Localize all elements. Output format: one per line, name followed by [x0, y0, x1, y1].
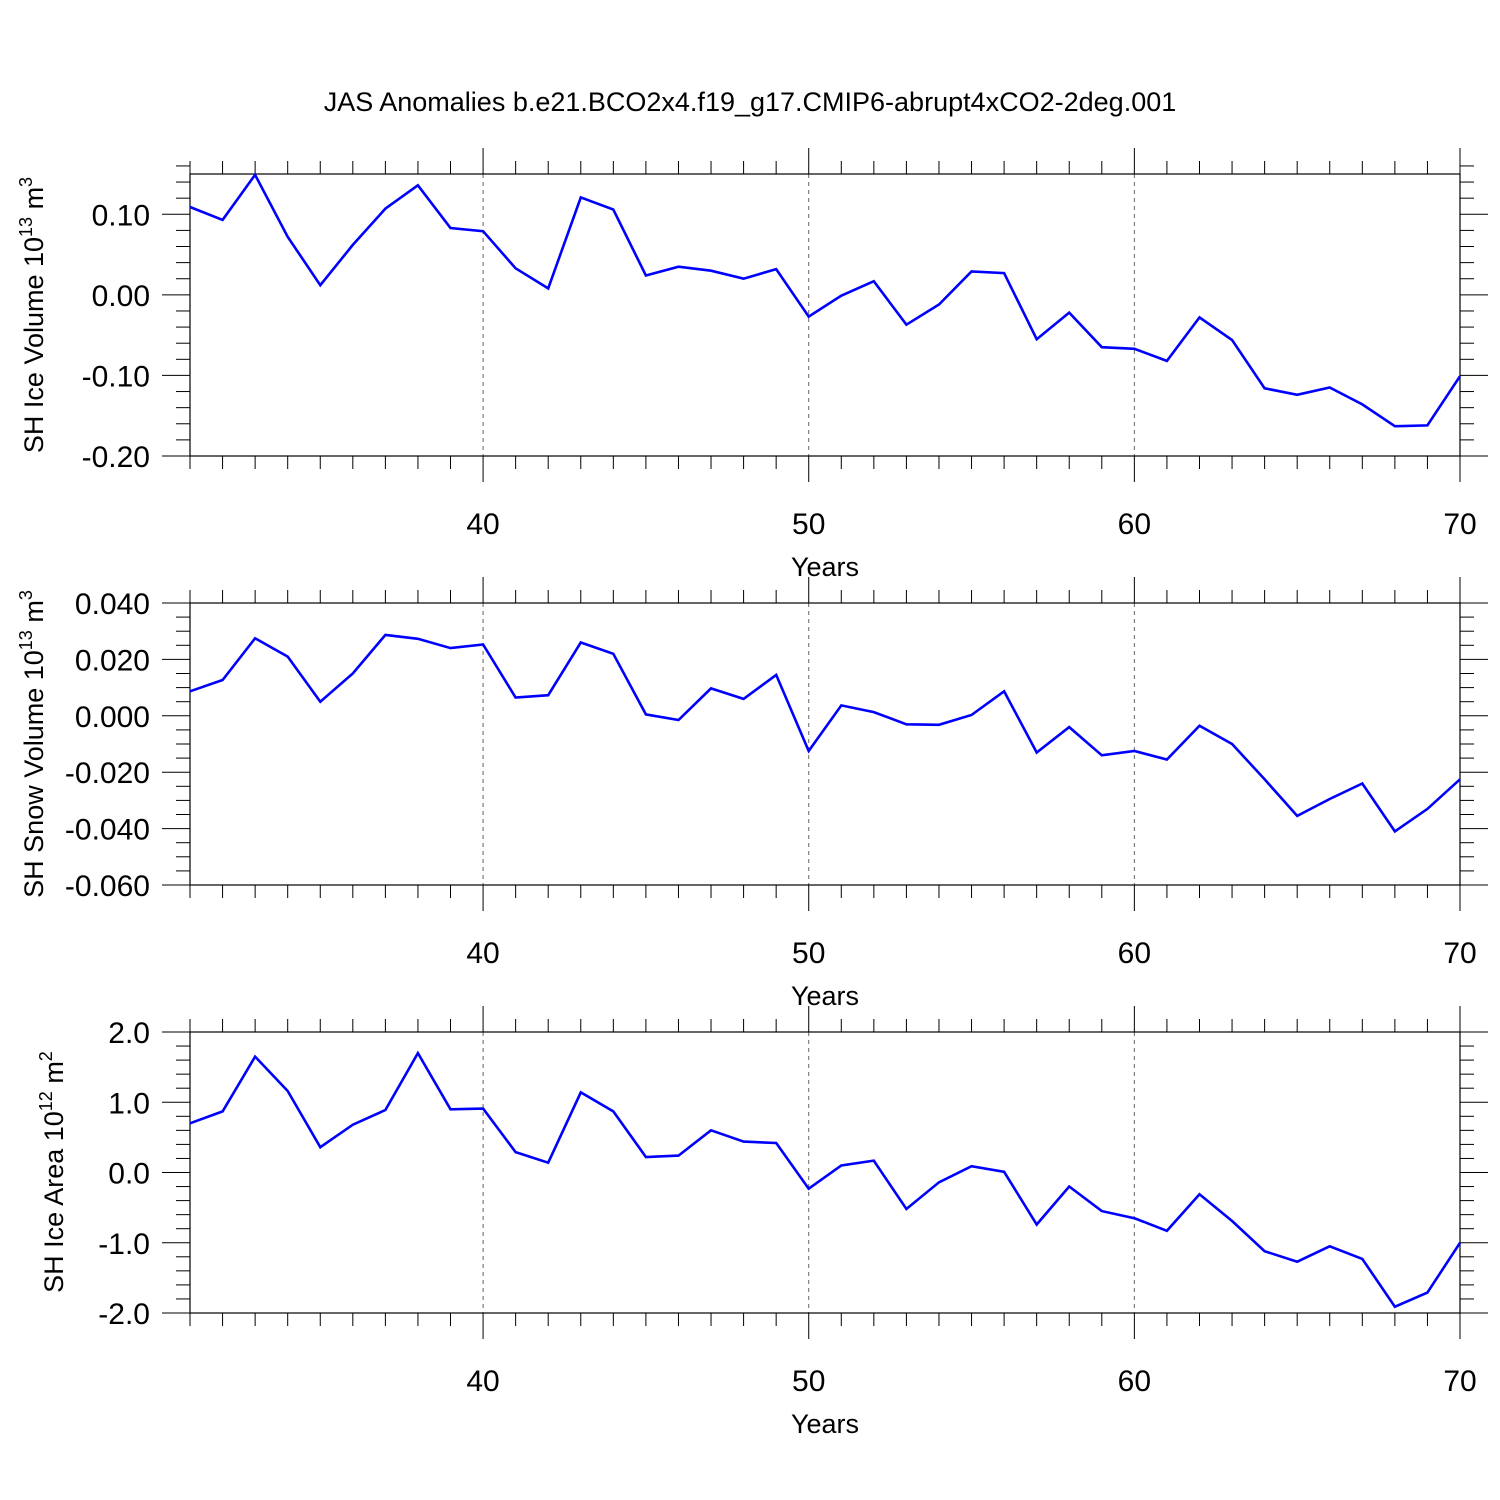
x-tick-label: 40: [466, 1365, 499, 1398]
y-tick-label: 0.10: [92, 199, 150, 232]
y-axis-label-superscript: 2: [36, 1051, 56, 1061]
y-tick-label: 2.0: [108, 1017, 150, 1050]
x-tick-label: 50: [792, 1365, 825, 1398]
plot-frame: [189, 1031, 1461, 1314]
y-tick-label: -2.0: [98, 1298, 150, 1331]
x-tick-label: 60: [1118, 508, 1151, 541]
y-axis-label-superscript: 3: [16, 590, 36, 600]
x-tick-label: 40: [466, 508, 499, 541]
x-tick-label: 60: [1118, 937, 1151, 970]
x-tick-label: 70: [1443, 937, 1476, 970]
x-tick-label: 40: [466, 937, 499, 970]
y-axis-label: SH Ice Volume 1013 m3: [16, 177, 49, 453]
plot-frame: [189, 173, 1461, 457]
figure-title: JAS Anomalies b.e21.BCO2x4.f19_g17.CMIP6…: [324, 87, 1177, 117]
y-axis-label-superscript: 12: [36, 1091, 56, 1111]
y-tick-label: -0.060: [65, 870, 150, 903]
x-tick-label: 70: [1443, 508, 1476, 541]
y-axis-label: SH Snow Volume 1013 m3: [16, 590, 49, 898]
y-axis-label-text: m: [19, 600, 49, 630]
x-tick-label: 60: [1118, 1365, 1151, 1398]
y-tick-label: -0.10: [82, 360, 150, 393]
y-axis-label-text: SH Ice Volume 10: [19, 237, 49, 453]
x-axis-label: Years: [791, 552, 859, 582]
y-tick-label: 0.000: [75, 701, 150, 734]
y-axis-label-text: SH Snow Volume 10: [19, 650, 49, 898]
x-axis-label: Years: [791, 1409, 859, 1439]
y-axis-label-text: SH Ice Area 10: [39, 1111, 69, 1293]
y-tick-label: -1.0: [98, 1228, 150, 1261]
x-tick-label: 50: [792, 937, 825, 970]
chart-panel-3: -2.0 -1.0 0.0 1.0 2.0 40 50 60 70 Years SH Ice Are…: [36, 1006, 1488, 1439]
y-axis-label-superscript: 3: [16, 177, 36, 187]
y-tick-label: 0.040: [75, 588, 150, 621]
y-tick-label: -0.040: [65, 814, 150, 847]
series-line: [189, 1050, 1462, 1309]
y-tick-label: 0.0: [108, 1158, 150, 1191]
y-axis-label-superscript: 13: [16, 217, 36, 237]
y-tick-label: 0.00: [92, 280, 150, 313]
y-axis-label-text: m: [19, 187, 49, 217]
plot-frame: [189, 602, 1461, 886]
y-tick-label: 0.020: [75, 644, 150, 677]
y-tick-label: 1.0: [108, 1087, 150, 1120]
x-tick-label: 70: [1443, 1365, 1476, 1398]
x-axis-label: Years: [791, 981, 859, 1011]
chart-panel-2: -0.060 -0.040 -0.020 0.000 0.020 0.040 40 50 60 7…: [16, 577, 1488, 1011]
y-axis-label-superscript: 13: [16, 630, 36, 650]
y-axis-label-text: m: [39, 1061, 69, 1091]
series-line: [189, 172, 1462, 428]
x-tick-label: 50: [792, 508, 825, 541]
chart-panel-1: -0.20 -0.10 0.00 0.10 40 50 60 70 Years SH Ice Vo…: [16, 148, 1488, 582]
series-line: [189, 633, 1461, 834]
y-tick-label: -0.20: [82, 441, 150, 474]
y-axis-label: SH Ice Area 1012 m2: [36, 1051, 69, 1293]
y-tick-label: -0.020: [65, 757, 150, 790]
